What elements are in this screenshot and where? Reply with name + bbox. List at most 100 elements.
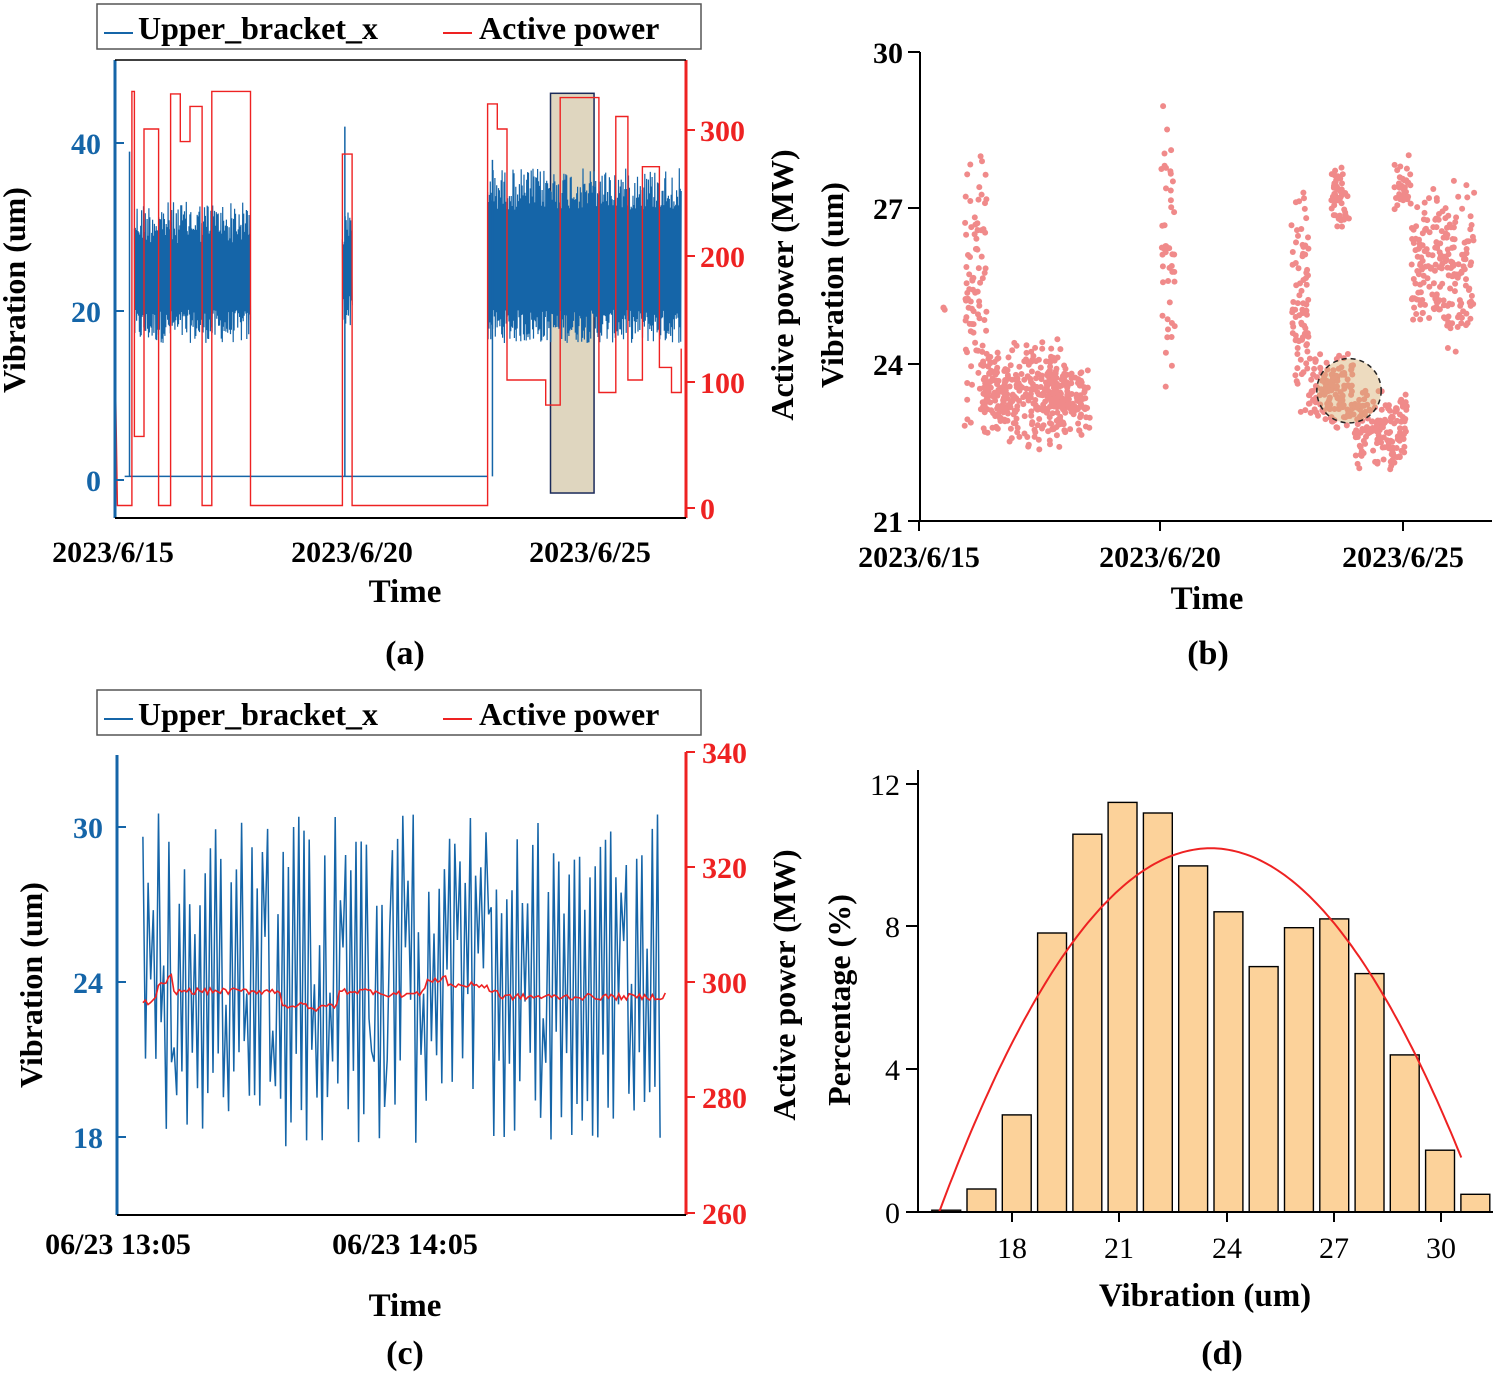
panel-b-point	[1453, 214, 1460, 221]
panel-b-point	[966, 271, 973, 278]
panel-d-bar	[1389, 1054, 1420, 1213]
panel-b-point	[1452, 219, 1459, 226]
panel-b-point	[1303, 360, 1310, 367]
panel-b-point	[977, 279, 984, 286]
panel-b-point	[1438, 228, 1445, 235]
panel-b-point	[1334, 223, 1341, 230]
panel-b-point	[1308, 376, 1315, 383]
panel-b-point	[1169, 178, 1176, 185]
panel-b-point	[1293, 239, 1299, 246]
panel-b-point	[1299, 310, 1306, 317]
panel-d-ylabel: Percentage (%)	[821, 894, 857, 1106]
panel-b-point	[1410, 316, 1417, 323]
panel-b-point	[1171, 209, 1178, 216]
panel-b-point	[1387, 429, 1394, 435]
panel-b-point	[1039, 425, 1045, 432]
panel-b-point	[967, 419, 974, 426]
panel-b-point	[1062, 409, 1069, 416]
panel-b-point	[976, 302, 983, 309]
panel-b-point	[1467, 315, 1474, 322]
panel-b-point	[1021, 413, 1028, 420]
panel-b-point	[1352, 452, 1359, 459]
panel-b-point	[1445, 313, 1452, 320]
panel-b-point	[1334, 173, 1341, 180]
panel-c-xlabel: Time	[369, 1288, 442, 1324]
panel-label-c: (c)	[386, 1335, 424, 1372]
panel-b-point	[992, 371, 999, 378]
panel-b-point	[1339, 189, 1346, 196]
panel-b-point	[963, 280, 970, 287]
panel-b-point	[1465, 238, 1472, 245]
panel-b-point	[1433, 291, 1440, 298]
panel-b-point	[1167, 197, 1174, 204]
panel-b-point	[1379, 424, 1386, 431]
panel-b-point	[1028, 368, 1035, 375]
panel-b-point	[1326, 406, 1333, 413]
panel-b-point	[971, 214, 978, 221]
panel-b-point	[994, 364, 1001, 371]
panel-a-xtick: 2023/6/20	[291, 536, 413, 569]
panel-b-point	[1336, 352, 1343, 359]
panel-a-xtick: 2023/6/25	[529, 536, 651, 569]
panel-b-point	[1327, 387, 1334, 394]
panel-b-point	[1356, 396, 1363, 403]
panel-b-point	[1061, 427, 1068, 434]
panel-d-y-ticks: 0 4 8 12	[870, 769, 918, 1230]
panel-c-legend: Upper_bracket_x Active power	[96, 689, 702, 736]
legend-label: Upper_bracket_x	[138, 696, 378, 732]
panel-b-point	[1430, 224, 1437, 231]
panel-b-point	[964, 396, 971, 403]
panel-b-point	[1303, 281, 1310, 288]
panel-b-point	[1397, 163, 1404, 170]
panel-a-ytick-right: 0	[700, 493, 715, 526]
panel-b-point	[1168, 204, 1175, 211]
panel-b-point	[1028, 379, 1034, 385]
panel-b-point	[989, 424, 996, 431]
panel-b-point	[1436, 297, 1443, 304]
panel-b-point	[1429, 252, 1436, 259]
panel-b-point	[1023, 349, 1030, 356]
panel-b-point	[1400, 194, 1407, 201]
panel-b-point	[1364, 425, 1371, 432]
panel-b-point	[1292, 199, 1299, 206]
legend-label: Upper_bracket_x	[138, 10, 378, 46]
panel-b-point	[1455, 193, 1462, 200]
panel-b-point	[1412, 247, 1419, 254]
panel-b-point	[1391, 459, 1398, 466]
panel-b-point	[1305, 296, 1312, 303]
panel-b-point	[1030, 400, 1037, 407]
panel-b-point	[973, 245, 980, 252]
panel-b-point	[975, 369, 982, 376]
panel-b-point	[982, 171, 989, 178]
panel-b-point	[1420, 216, 1427, 223]
panel-b-point	[1391, 161, 1398, 168]
panel-b-point	[1068, 370, 1075, 377]
panel-b-point	[1081, 389, 1088, 396]
panel-b-point	[994, 355, 1001, 362]
panel-b-point	[1396, 411, 1403, 418]
panel-c-ytick-left: 18	[73, 1122, 103, 1155]
panel-b-point	[941, 306, 948, 313]
panel-b-point	[1412, 280, 1419, 287]
panel-b-point	[1078, 431, 1085, 438]
panel-b-point	[1296, 292, 1303, 299]
panel-b-point	[1301, 205, 1308, 212]
panel-b-point	[1393, 445, 1400, 451]
panel-b-point	[1082, 406, 1088, 413]
panel-d-x-ticks: 18 21 24 27 30	[997, 1212, 1456, 1265]
panel-a-plot-area	[115, 90, 682, 507]
panel-c-vibration-series	[142, 813, 661, 1147]
panel-b-point	[1457, 302, 1464, 309]
panel-b-point	[962, 219, 969, 226]
panel-c-ylabel-right: Active power (MW)	[766, 849, 802, 1120]
panel-b-point	[1171, 278, 1178, 285]
panel-b-point	[1381, 416, 1388, 423]
panel-b-point	[1356, 442, 1363, 449]
panel-b-point	[1312, 357, 1319, 364]
panel-b-point	[1335, 185, 1342, 192]
panel-b-point	[1440, 297, 1447, 304]
panel-b-point	[1418, 254, 1425, 261]
panel-b-point	[968, 363, 975, 370]
panel-b-point	[1360, 450, 1367, 457]
